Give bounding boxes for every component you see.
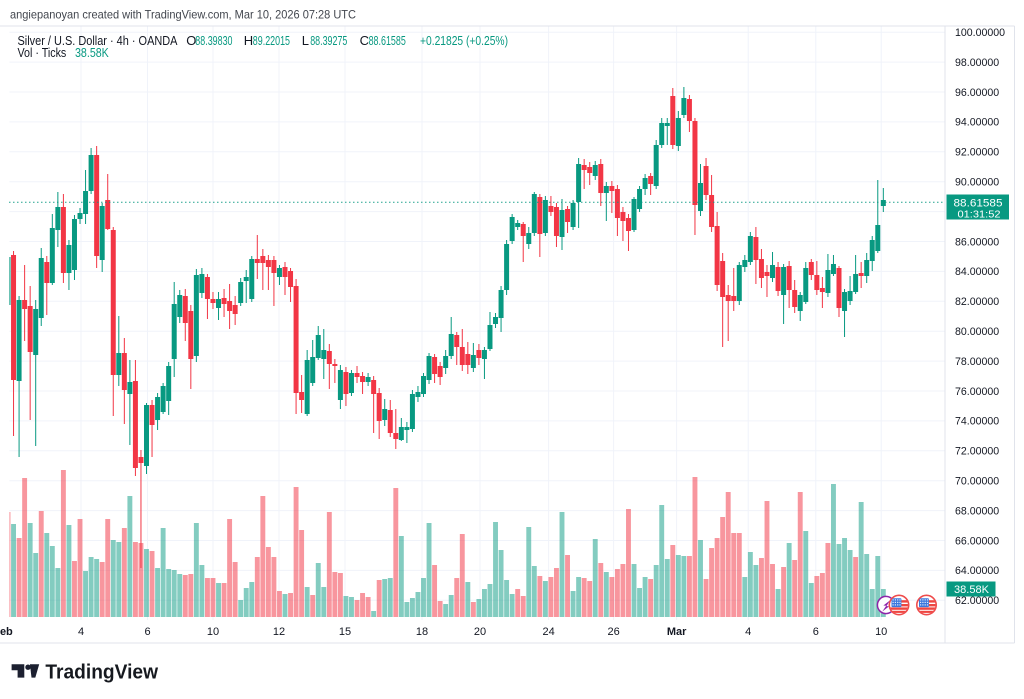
svg-text:92.00000: 92.00000 xyxy=(955,147,999,159)
svg-text:64.00000: 64.00000 xyxy=(955,565,999,577)
svg-text:4: 4 xyxy=(78,626,84,638)
svg-text:20: 20 xyxy=(474,626,486,638)
svg-text:+0.21825 (+0.25%): +0.21825 (+0.25%) xyxy=(420,33,508,48)
svg-text:88.39275: 88.39275 xyxy=(310,33,347,48)
svg-text:89.22015: 89.22015 xyxy=(253,33,290,48)
svg-text:98.00000: 98.00000 xyxy=(955,57,999,69)
svg-text:10: 10 xyxy=(207,626,219,638)
svg-text:18: 18 xyxy=(416,626,428,638)
svg-text:86.00000: 86.00000 xyxy=(955,236,999,248)
svg-text:TradingView: TradingView xyxy=(45,661,158,684)
svg-text:94.00000: 94.00000 xyxy=(955,117,999,129)
svg-text:62.00000: 62.00000 xyxy=(955,595,999,607)
svg-text:12: 12 xyxy=(273,626,285,638)
svg-text:84.00000: 84.00000 xyxy=(955,266,999,278)
svg-text:6: 6 xyxy=(144,626,150,638)
svg-text:01:31:52: 01:31:52 xyxy=(958,209,1001,220)
svg-text:L: L xyxy=(302,33,309,48)
svg-text:76.00000: 76.00000 xyxy=(955,386,999,398)
svg-text:24: 24 xyxy=(542,626,554,638)
svg-text:78.00000: 78.00000 xyxy=(955,356,999,368)
svg-text:10: 10 xyxy=(875,626,887,638)
svg-text:C: C xyxy=(360,33,369,48)
svg-text:38.58K: 38.58K xyxy=(954,584,990,596)
svg-text:68.00000: 68.00000 xyxy=(955,505,999,517)
svg-text:Mar: Mar xyxy=(667,626,687,638)
svg-text:96.00000: 96.00000 xyxy=(955,87,999,99)
svg-text:26: 26 xyxy=(607,626,619,638)
svg-text:74.00000: 74.00000 xyxy=(955,416,999,428)
svg-text:100.00000: 100.00000 xyxy=(955,27,1005,39)
svg-text:6: 6 xyxy=(813,626,819,638)
svg-text:88.61585: 88.61585 xyxy=(954,197,1003,209)
svg-text:H: H xyxy=(244,33,253,48)
svg-text:Feb: Feb xyxy=(0,626,13,638)
svg-text:80.00000: 80.00000 xyxy=(955,326,999,338)
svg-text:15: 15 xyxy=(339,626,351,638)
svg-text:Silver / U.S. Dollar · 4h · OA: Silver / U.S. Dollar · 4h · OANDA xyxy=(18,33,178,48)
svg-text:90.00000: 90.00000 xyxy=(955,177,999,189)
svg-text:38.58K: 38.58K xyxy=(75,45,109,60)
svg-text:70.00000: 70.00000 xyxy=(955,476,999,488)
svg-text:4: 4 xyxy=(745,626,751,638)
svg-text:88.39830: 88.39830 xyxy=(195,33,232,48)
svg-text:72.00000: 72.00000 xyxy=(955,446,999,458)
svg-text:88.61585: 88.61585 xyxy=(369,33,406,48)
svg-text:82.00000: 82.00000 xyxy=(955,296,999,308)
svg-text:angiepanoyan created with Trad: angiepanoyan created with TradingView.co… xyxy=(10,7,356,21)
svg-text:O: O xyxy=(186,33,196,48)
svg-text:Vol · Ticks: Vol · Ticks xyxy=(18,45,67,60)
svg-text:66.00000: 66.00000 xyxy=(955,535,999,547)
